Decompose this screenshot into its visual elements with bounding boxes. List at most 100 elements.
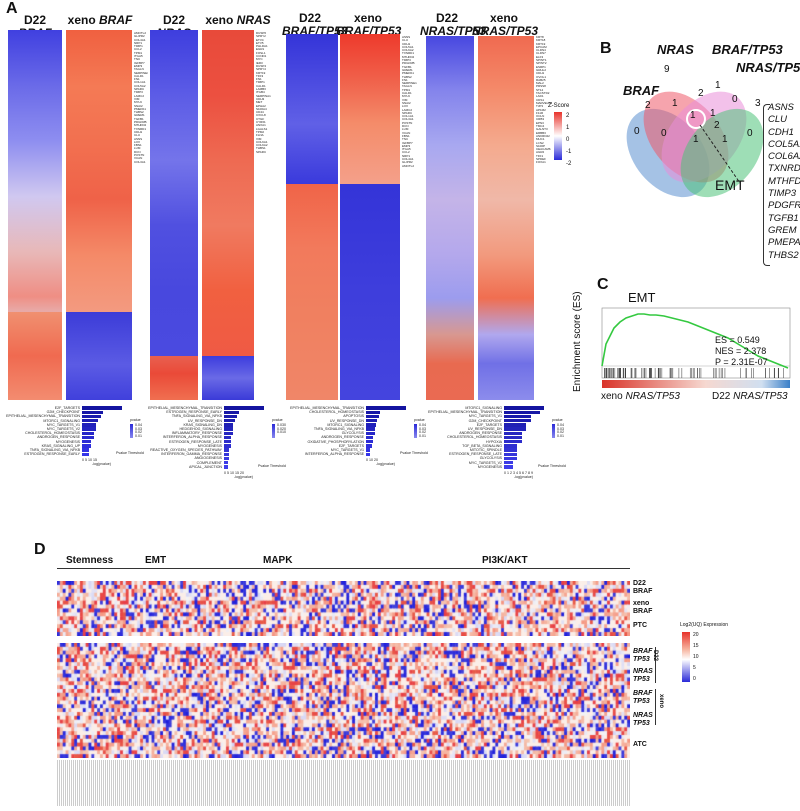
term-label: TNFA_SIGNALING_VIA_NFKB: [171, 414, 222, 419]
legend-colorbar: [272, 424, 275, 438]
panel-d-label: D: [34, 541, 46, 558]
legend-colorbar: [552, 424, 555, 438]
gene-label: AGR2: [536, 150, 545, 155]
zscore-ticks: 2 1 0 -1 -2: [566, 113, 572, 167]
gene-label: PDGFRB: [768, 200, 800, 212]
term-bar: [82, 435, 94, 440]
gene-label: CLDN7: [536, 51, 546, 56]
term-label: GLYCOLYSIS: [479, 456, 502, 461]
gene-label: S100P: [536, 143, 546, 148]
term-bar: [82, 406, 122, 410]
gene-label: GLIPR2: [402, 160, 413, 165]
legend-ticks: 0.04 0.03 0.02 0.01: [419, 423, 426, 438]
venn-label-braf: BRAF: [623, 83, 660, 98]
term-bar: [82, 414, 101, 419]
legend-ticks: 0.04 0.03 0.02 0.01: [557, 423, 564, 438]
gene-label: ETV4: [256, 37, 264, 42]
term-label: E2F_TARGETS: [54, 406, 80, 410]
gene-label: COL1A1: [402, 114, 414, 119]
group-emt: EMT: [145, 555, 167, 566]
gene-label: IER3: [256, 60, 263, 65]
term-label: MYC_TARGETS_V2: [468, 460, 502, 465]
gene-label: CRB3: [536, 117, 545, 122]
gene-label: COL1A1: [134, 80, 146, 85]
heatmap-d-bottom: [57, 643, 630, 758]
gene-label: FOXA1: [536, 160, 546, 165]
gene-label: THBS1: [256, 146, 266, 151]
legend-note: Pvalue Threshold: [116, 451, 144, 456]
gene-label: SERPINE1: [134, 70, 148, 75]
group-pi3k-akt: PI3K/AKT: [482, 555, 528, 566]
gene-label: TIMP3: [768, 188, 796, 200]
gene-label: FBN1: [402, 133, 410, 138]
legend-title: pvalue: [272, 418, 283, 422]
term-label: ESTROGEN_RESPONSE_LATE: [449, 452, 502, 457]
term-label: CHOLESTEROL_HOMEOSTASIS: [447, 435, 502, 440]
term-bar: [504, 410, 540, 414]
gene-label: TIMP1: [256, 80, 265, 85]
gene-label: GREM1: [134, 113, 145, 118]
heatmap-xeno-nras: [202, 30, 254, 356]
gene-label: COL5A1: [768, 138, 800, 150]
gene-label: MYC: [256, 57, 263, 62]
gene-label: AMOTL2: [134, 32, 147, 35]
term-label: MYOGENESIS: [477, 464, 502, 469]
term-bar: [504, 414, 531, 419]
gene-label: FN1: [134, 77, 140, 82]
gsea-frame: [601, 307, 791, 379]
gene-label: GREM1: [402, 67, 413, 72]
gene-label: LOX: [134, 139, 141, 144]
term-bar: [504, 427, 527, 431]
term-bar: [82, 452, 90, 456]
term-label: UV_RESPONSE_DN: [329, 418, 364, 423]
term-bar: [82, 427, 97, 431]
venn-count: 9: [664, 64, 670, 75]
row-label-nras-tp53-d22: NRAS TP53: [633, 668, 653, 683]
term-bar: [366, 406, 406, 410]
term-label: COMPLEMENT: [196, 460, 222, 465]
enrichment-bars-braf-tp53: EPITHELIAL_MESENCHYMAL_TRANSITION CHOLEST…: [286, 404, 428, 504]
gene-label: CDH3: [256, 96, 265, 101]
term-label: MYC_TARGETS_V1: [46, 422, 80, 427]
term-label: INTERFERON_GAMMA_RESPONSE: [161, 452, 222, 457]
gene-label: GREM: [768, 224, 797, 236]
gene-label: EGR1: [256, 47, 265, 52]
gene-label: CLU: [402, 38, 409, 43]
gene-label: TAGLN: [134, 67, 144, 72]
term-bar: [82, 410, 104, 414]
axis-ticks: 0 5 10 15 20: [224, 471, 244, 475]
gene-label: PMEPA1: [402, 71, 414, 76]
gene-label: MUC1: [536, 137, 545, 142]
gene-label: TIMP1: [134, 44, 143, 49]
axis-label: -log(pvalue): [92, 462, 111, 467]
gene-label: PHLDA1: [256, 44, 268, 49]
term-bar: [82, 431, 94, 435]
gene-label: TFF1: [536, 153, 544, 158]
gene-label: CLU: [134, 133, 141, 138]
term-bar: [366, 414, 379, 419]
heatmap-xeno-braf: [66, 30, 132, 312]
gene-label: LAD1: [536, 94, 544, 99]
gene-label: RAB25: [536, 77, 546, 82]
legend-note: Pvalue Threshold: [400, 451, 428, 456]
term-label: ANDROGEN_RESPONSE: [37, 435, 80, 440]
gene-label: FN1: [402, 77, 408, 82]
term-label: HYPOXIA: [486, 439, 502, 444]
gene-label: CCL2: [402, 150, 410, 155]
legend-title: pvalue: [552, 418, 563, 422]
gene-label: COL3A1: [134, 159, 146, 164]
venn-count: 1: [672, 98, 678, 109]
venn-count: 0: [634, 126, 640, 137]
term-bar: [82, 444, 92, 448]
gene-label: SPARC: [402, 110, 413, 115]
gsea-nes: NES = 2.378: [715, 346, 767, 356]
term-bar: [504, 456, 518, 461]
venn-count: 0: [661, 128, 667, 139]
gene-label: KRT18: [536, 38, 546, 43]
panel-c-label: C: [597, 276, 609, 293]
gene-label: TXNRD1: [402, 51, 415, 56]
gene-label: SERPINA1: [256, 93, 271, 98]
term-bar: [366, 410, 381, 414]
gene-label: SNAI2: [402, 100, 411, 105]
gene-label: MTHFD2: [768, 175, 800, 187]
